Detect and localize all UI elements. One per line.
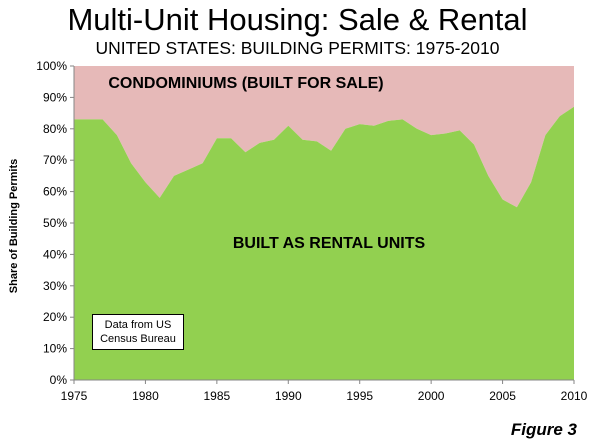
figure-label: Figure 3 xyxy=(510,420,577,439)
x-tick-label: 1995 xyxy=(346,389,373,403)
rental-series-label: BUILT AS RENTAL UNITS xyxy=(233,235,426,252)
x-tick-label: 2005 xyxy=(489,389,516,403)
y-tick-label: 100% xyxy=(36,59,67,73)
x-tick-label: 1985 xyxy=(204,389,231,403)
y-tick-label: 60% xyxy=(43,185,67,199)
y-axis-label: Share of Building Permits xyxy=(8,159,20,293)
axes: 0% 10% 20% 30% 40% 50% 60% 70% 80% 90% 100% 1975 198… xyxy=(36,59,587,403)
y-tick-label: 50% xyxy=(43,216,67,230)
x-tick-label: 1975 xyxy=(61,389,88,403)
x-tick-label: 2000 xyxy=(418,389,445,403)
rental-area xyxy=(74,106,574,381)
x-tick-label: 1980 xyxy=(132,389,159,403)
y-tick-label: 70% xyxy=(43,153,67,167)
note-line-2: Census Bureau xyxy=(100,333,176,345)
chart-subtitle: UNITED STATES: BUILDING PERMITS: 1975-20… xyxy=(95,38,500,58)
y-tick-label: 30% xyxy=(43,279,67,293)
y-tick-label: 0% xyxy=(50,373,68,387)
y-tick-label: 10% xyxy=(43,342,67,356)
condo-series-label: CONDOMINIUMS (BUILT FOR SALE) xyxy=(108,75,383,92)
x-tick-label: 2010 xyxy=(561,389,588,403)
condo-area xyxy=(74,66,574,208)
y-tick-label: 80% xyxy=(43,122,67,136)
chart-title: Multi-Unit Housing: Sale & Rental xyxy=(67,2,528,37)
y-tick-label: 40% xyxy=(43,247,67,261)
note-line-1: Data from US xyxy=(104,319,172,331)
data-source-note: Data from US Census Bureau xyxy=(92,314,184,350)
y-tick-label: 90% xyxy=(43,90,67,104)
x-tick-label: 1990 xyxy=(275,389,302,403)
plot-area xyxy=(74,66,574,381)
y-tick-label: 20% xyxy=(43,310,67,324)
